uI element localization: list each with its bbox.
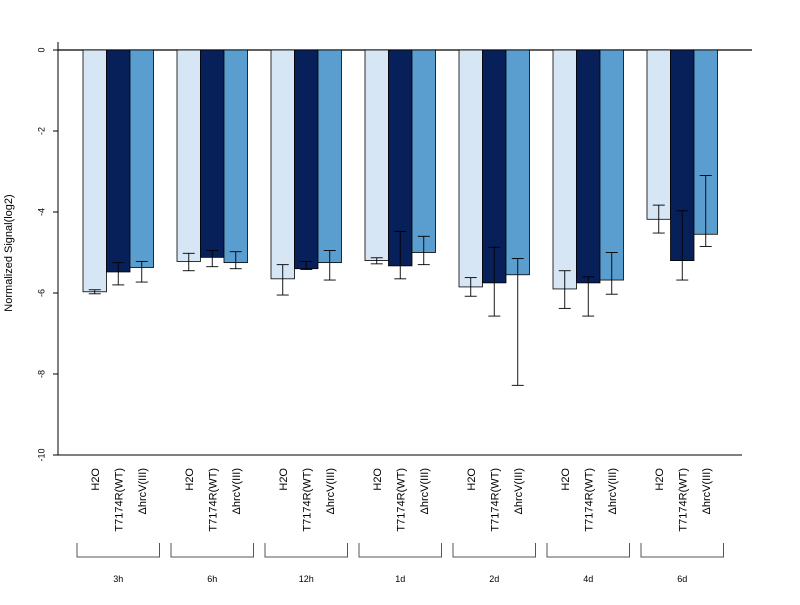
group-brackets: 3h 6h 12h 1d 2d 4d 6d [76, 543, 724, 584]
x-tick-label: H2O [372, 468, 384, 491]
group-bracket [546, 543, 630, 558]
x-tick-label: H2O [184, 468, 196, 491]
y-axis-label: Normalized Signal(log2) [3, 194, 15, 311]
x-axis-labels: H2O T7174R(WT) ΔhrcV(III) H2O T7174R(WT) Δhrc… [90, 468, 713, 532]
x-tick-label: H2O [90, 468, 102, 491]
group-label: 1d [395, 574, 405, 584]
bar [599, 49, 624, 281]
x-tick-label: T7174R(WT) [489, 468, 501, 532]
group-label: 12h [299, 574, 314, 584]
x-tick-label: H2O [466, 468, 478, 491]
group-label: 2d [489, 574, 499, 584]
bar [458, 49, 483, 288]
group-bracket [358, 543, 442, 558]
bar [129, 49, 154, 268]
x-tick-label: T7174R(WT) [207, 468, 219, 532]
y-tick-label: -6 [36, 289, 46, 297]
group-label: 4d [583, 574, 593, 584]
x-tick-label: H2O [278, 468, 290, 491]
x-tick-label: ΔhrcV(III) [513, 468, 525, 514]
y-tick-label: -10 [36, 448, 46, 461]
y-tick-label: -8 [36, 370, 46, 378]
bar [200, 49, 225, 258]
group-bracket [76, 543, 160, 558]
group-label: 6d [677, 574, 687, 584]
bar [294, 49, 319, 270]
x-tick-label: H2O [654, 468, 666, 491]
bar [317, 49, 342, 264]
x-tick-label: ΔhrcV(III) [231, 468, 243, 514]
x-tick-label: T7174R(WT) [583, 468, 595, 532]
group-label: 3h [113, 574, 123, 584]
bar [411, 49, 436, 253]
group-bracket [452, 543, 536, 558]
bar [552, 49, 577, 290]
x-tick-label: T7174R(WT) [395, 468, 407, 532]
x-tick-label: T7174R(WT) [113, 468, 125, 532]
x-tick-label: ΔhrcV(III) [137, 468, 149, 514]
x-tick-label: T7174R(WT) [677, 468, 689, 532]
y-tick-label: -2 [36, 127, 46, 135]
x-tick-label: ΔhrcV(III) [419, 468, 431, 514]
bar [106, 49, 131, 273]
x-tick-label: ΔhrcV(III) [325, 468, 337, 514]
x-tick-label: ΔhrcV(III) [701, 468, 713, 514]
group-bracket [170, 543, 254, 558]
bar [270, 49, 295, 280]
x-tick-label: H2O [560, 468, 572, 491]
bar [223, 49, 248, 264]
error-bars [88, 175, 712, 386]
x-tick-label: T7174R(WT) [301, 468, 313, 532]
y-tick-label: 0 [36, 47, 46, 52]
x-tick-label: ΔhrcV(III) [607, 468, 619, 514]
y-tick-label: -4 [36, 208, 46, 216]
bar [176, 49, 201, 262]
group-bracket [640, 543, 724, 558]
bar [646, 49, 671, 220]
bar [576, 49, 601, 284]
group-label: 6h [207, 574, 217, 584]
group-bracket [264, 543, 348, 558]
bar [364, 49, 389, 262]
bar [505, 49, 530, 276]
bar [82, 49, 107, 293]
